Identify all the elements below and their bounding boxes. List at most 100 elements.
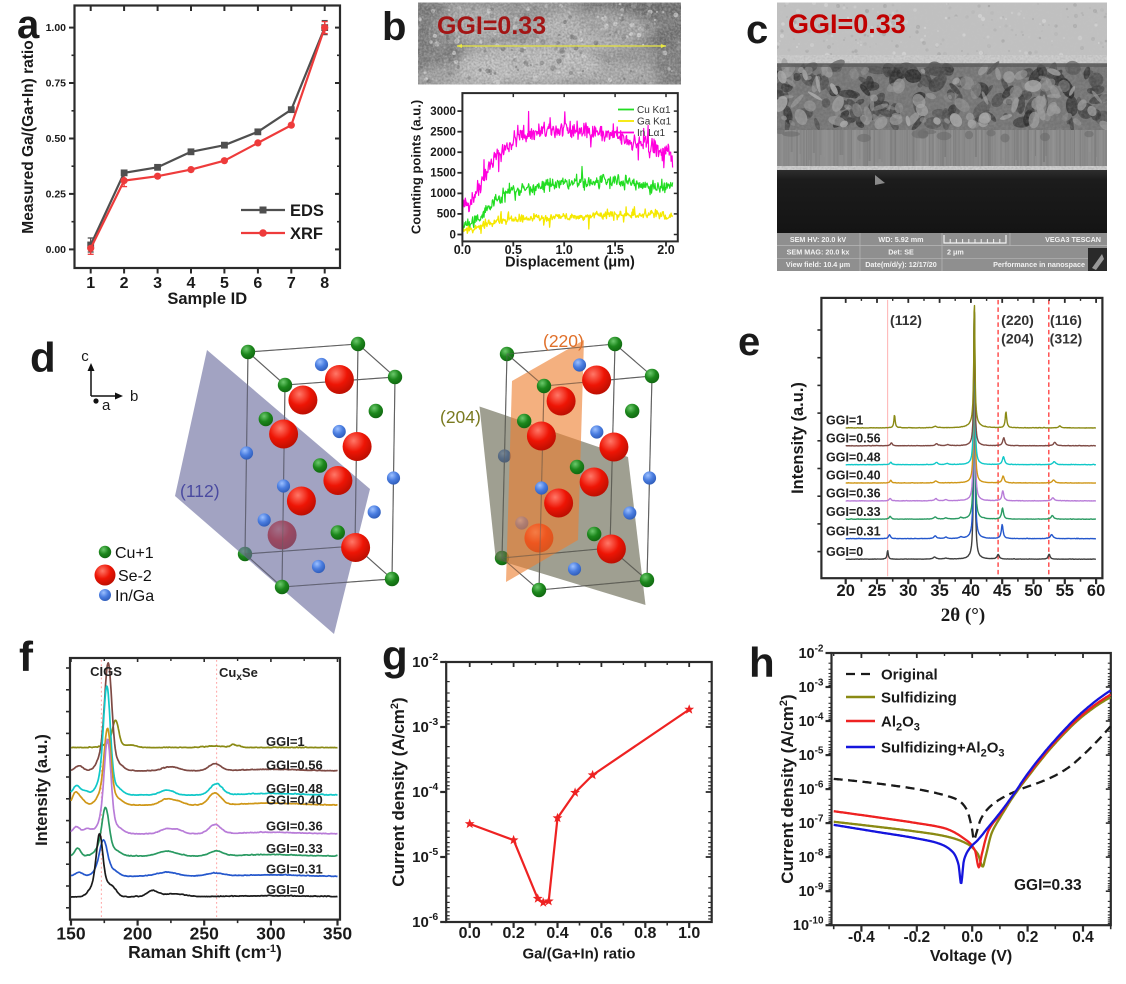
svg-text:CIGS: CIGS bbox=[90, 664, 122, 679]
svg-text:2500: 2500 bbox=[430, 126, 456, 138]
svg-text:0.8: 0.8 bbox=[634, 925, 656, 942]
svg-text:0.00: 0.00 bbox=[46, 244, 67, 256]
svg-text:Intensity (a.u.): Intensity (a.u.) bbox=[789, 382, 807, 494]
svg-text:GGI=0.33: GGI=0.33 bbox=[1014, 877, 1082, 894]
svg-text:50: 50 bbox=[1024, 582, 1042, 600]
svg-text:GGI=1: GGI=1 bbox=[266, 734, 305, 749]
svg-text:Current density (A/cm2): Current density (A/cm2) bbox=[778, 694, 797, 883]
svg-text:SEM MAG: 20.0 kx: SEM MAG: 20.0 kx bbox=[787, 248, 850, 257]
svg-text:Intensity (a.u.): Intensity (a.u.) bbox=[33, 734, 51, 846]
svg-text:500: 500 bbox=[437, 209, 456, 221]
svg-text:40: 40 bbox=[962, 582, 980, 600]
svg-text:In/Ga: In/Ga bbox=[115, 588, 154, 605]
svg-text:0.4: 0.4 bbox=[546, 925, 568, 942]
svg-text:350: 350 bbox=[323, 924, 352, 944]
svg-text:250: 250 bbox=[190, 924, 219, 944]
svg-text:6: 6 bbox=[253, 275, 262, 292]
svg-text:Se-2: Se-2 bbox=[118, 568, 152, 585]
svg-text:Original: Original bbox=[881, 667, 938, 684]
svg-text:Al2O3: Al2O3 bbox=[881, 714, 920, 734]
svg-text:GGI=0.36: GGI=0.36 bbox=[826, 487, 881, 501]
svg-text:Cu Kα1: Cu Kα1 bbox=[637, 105, 671, 116]
svg-text:GGI=0.56: GGI=0.56 bbox=[826, 432, 881, 446]
svg-text:VEGA3 TESCAN: VEGA3 TESCAN bbox=[1045, 235, 1101, 244]
svg-text:Measured Ga/(Ga+In) ratio: Measured Ga/(Ga+In) ratio bbox=[20, 40, 37, 233]
svg-text:1000: 1000 bbox=[430, 188, 456, 200]
svg-text:4: 4 bbox=[187, 275, 196, 292]
svg-text:GGI=0.33: GGI=0.33 bbox=[266, 841, 323, 856]
svg-text:In Lα1: In Lα1 bbox=[637, 128, 665, 139]
svg-text:Ga Kα1: Ga Kα1 bbox=[637, 117, 672, 128]
svg-text:b: b bbox=[382, 5, 406, 49]
svg-text:GGI=1: GGI=1 bbox=[826, 414, 863, 428]
svg-text:GGI=0: GGI=0 bbox=[266, 882, 305, 897]
svg-text:XRF: XRF bbox=[290, 225, 323, 243]
svg-text:Displacement (μm): Displacement (μm) bbox=[505, 255, 635, 271]
svg-text:g: g bbox=[382, 632, 408, 679]
svg-text:(204): (204) bbox=[440, 407, 481, 427]
svg-text:Ga/(Ga+In) ratio: Ga/(Ga+In) ratio bbox=[523, 946, 636, 963]
svg-text:GGI=0.48: GGI=0.48 bbox=[826, 450, 881, 464]
svg-text:GGI=0.31: GGI=0.31 bbox=[826, 524, 881, 538]
svg-text:GGI=0: GGI=0 bbox=[826, 545, 863, 559]
svg-text:SEM HV: 20.0 kV: SEM HV: 20.0 kV bbox=[790, 235, 847, 244]
svg-text:45: 45 bbox=[993, 582, 1011, 600]
svg-text:Sulfidizing+Al2O3: Sulfidizing+Al2O3 bbox=[881, 740, 1005, 760]
svg-text:GGI=0.33: GGI=0.33 bbox=[826, 505, 881, 519]
svg-text:Sulfidizing: Sulfidizing bbox=[881, 690, 957, 707]
svg-text:(116): (116) bbox=[1050, 312, 1082, 328]
svg-text:0.0: 0.0 bbox=[454, 243, 471, 257]
svg-text:0.4: 0.4 bbox=[1072, 929, 1094, 946]
svg-text:GGI=0.31: GGI=0.31 bbox=[266, 862, 323, 877]
svg-text:c: c bbox=[81, 348, 89, 365]
svg-text:60: 60 bbox=[1087, 582, 1105, 600]
svg-text:(312): (312) bbox=[1050, 331, 1083, 347]
svg-text:0.75: 0.75 bbox=[46, 78, 67, 90]
svg-text:EDS: EDS bbox=[290, 202, 324, 220]
svg-text:0.6: 0.6 bbox=[590, 925, 612, 942]
svg-text:0.2: 0.2 bbox=[502, 925, 524, 942]
svg-text:2000: 2000 bbox=[430, 147, 456, 159]
svg-text:GGI=0.40: GGI=0.40 bbox=[826, 469, 881, 483]
svg-text:30: 30 bbox=[899, 582, 917, 600]
svg-text:1: 1 bbox=[86, 275, 95, 292]
svg-text:-0.2: -0.2 bbox=[903, 929, 930, 946]
svg-text:55: 55 bbox=[1056, 582, 1074, 600]
svg-text:GGI=0.33: GGI=0.33 bbox=[788, 9, 906, 39]
svg-text:1.0: 1.0 bbox=[556, 243, 573, 257]
svg-text:0.0: 0.0 bbox=[459, 925, 481, 942]
svg-text:f: f bbox=[19, 633, 34, 680]
svg-text:2: 2 bbox=[120, 275, 129, 292]
svg-text:(112): (112) bbox=[890, 312, 922, 328]
svg-text:e: e bbox=[738, 320, 760, 364]
svg-text:c: c bbox=[746, 8, 768, 52]
svg-text:a: a bbox=[102, 397, 111, 414]
svg-text:Sample ID: Sample ID bbox=[167, 290, 247, 308]
svg-text:WD: 5.92 mm: WD: 5.92 mm bbox=[878, 235, 923, 244]
svg-text:b: b bbox=[130, 388, 138, 405]
svg-text:2.0: 2.0 bbox=[657, 243, 674, 257]
svg-text:3: 3 bbox=[153, 275, 162, 292]
svg-text:d: d bbox=[30, 334, 56, 381]
svg-text:0.25: 0.25 bbox=[46, 188, 67, 200]
svg-text:1500: 1500 bbox=[430, 168, 456, 180]
svg-text:0.0: 0.0 bbox=[961, 929, 983, 946]
svg-text:200: 200 bbox=[123, 924, 152, 944]
svg-text:Cu+1: Cu+1 bbox=[115, 545, 154, 562]
svg-text:View field: 10.4 μm: View field: 10.4 μm bbox=[786, 260, 850, 269]
svg-text:0: 0 bbox=[449, 229, 455, 241]
svg-text:1.00: 1.00 bbox=[46, 22, 67, 34]
svg-text:150: 150 bbox=[56, 924, 85, 944]
svg-text:5: 5 bbox=[220, 275, 229, 292]
svg-text:7: 7 bbox=[287, 275, 296, 292]
svg-text:(220): (220) bbox=[543, 331, 584, 351]
svg-text:(112): (112) bbox=[180, 481, 220, 501]
svg-text:CuxSe: CuxSe bbox=[219, 665, 258, 683]
svg-text:1.5: 1.5 bbox=[606, 243, 623, 257]
svg-text:2 μm: 2 μm bbox=[947, 248, 964, 257]
svg-text:300: 300 bbox=[256, 924, 285, 944]
svg-text:25: 25 bbox=[868, 582, 886, 600]
svg-text:1.0: 1.0 bbox=[678, 925, 700, 942]
svg-text:Voltage (V): Voltage (V) bbox=[930, 948, 1012, 965]
svg-text:0.5: 0.5 bbox=[505, 243, 522, 257]
